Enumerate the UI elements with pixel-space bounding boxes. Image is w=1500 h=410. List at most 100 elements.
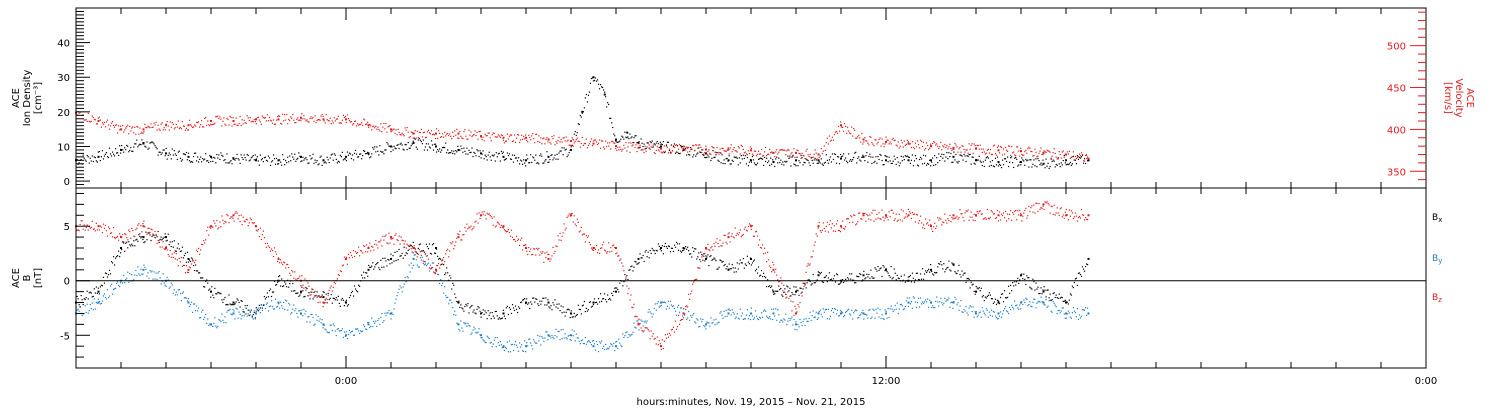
- velocity-sample: [1069, 157, 1071, 159]
- density-sample: [740, 155, 742, 157]
- velocity-sample: [362, 124, 364, 127]
- bx-sample: [769, 285, 771, 287]
- velocity-sample: [161, 122, 163, 124]
- velocity-sample: [579, 146, 581, 148]
- velocity-sample: [96, 123, 98, 125]
- by-sample: [443, 292, 445, 294]
- bx-sample: [865, 277, 867, 279]
- density-sample: [209, 154, 211, 157]
- by-sample: [738, 318, 740, 320]
- by-sample: [267, 310, 270, 312]
- density-sample: [841, 155, 844, 157]
- density-sample: [473, 151, 475, 154]
- velocity-sample: [642, 149, 644, 151]
- density-sample: [246, 153, 248, 156]
- velocity-sample: [355, 125, 358, 127]
- bx-sample: [788, 290, 790, 292]
- bx-sample: [440, 258, 442, 260]
- bz-sample: [519, 239, 522, 241]
- bx-sample: [412, 241, 414, 243]
- density-point: [367, 152, 370, 155]
- by-sample: [462, 330, 464, 332]
- velocity-sample: [306, 119, 308, 121]
- by-sample: [813, 316, 815, 319]
- bz-sample: [221, 215, 223, 217]
- density-sample: [565, 148, 567, 150]
- by-sample: [837, 315, 840, 317]
- velocity-sample: [1061, 151, 1063, 153]
- velocity-sample: [741, 145, 743, 147]
- bx-sample: [273, 280, 276, 282]
- bx-sample: [785, 293, 787, 295]
- by-sample: [730, 314, 732, 316]
- velocity-sample: [840, 126, 843, 128]
- by-point: [705, 323, 707, 326]
- bx-sample: [727, 268, 729, 270]
- by-sample: [570, 339, 572, 341]
- bx-sample: [723, 264, 725, 267]
- by-sample: [324, 328, 326, 330]
- velocity-sample: [860, 141, 862, 143]
- velocity-sample: [755, 155, 758, 157]
- by-sample: [201, 311, 203, 313]
- bx-sample: [743, 267, 745, 269]
- density-sample: [988, 165, 990, 167]
- bz-sample: [299, 275, 301, 277]
- density-sample: [338, 161, 340, 163]
- bx-sample: [1011, 290, 1013, 292]
- velocity-sample: [340, 122, 342, 124]
- by-sample: [930, 302, 932, 304]
- bx-sample: [528, 302, 530, 304]
- by-sample: [1007, 311, 1009, 313]
- velocity-sample: [687, 151, 689, 153]
- bx-sample: [740, 262, 742, 264]
- bz-sample: [321, 296, 323, 298]
- density-sample: [433, 143, 436, 145]
- bx-sample: [758, 275, 761, 277]
- bx-sample: [352, 295, 355, 297]
- bz-point: [840, 225, 842, 228]
- density-sample: [673, 143, 676, 145]
- density-sample: [871, 162, 873, 165]
- bx-sample: [137, 240, 139, 242]
- by-sample: [564, 333, 566, 335]
- bz-sample: [629, 299, 631, 301]
- bx-sample: [338, 302, 340, 304]
- bx-sample: [828, 272, 830, 274]
- bx-sample: [656, 250, 658, 252]
- bz-sample: [453, 248, 455, 250]
- bx-sample: [551, 309, 553, 311]
- density-sample: [886, 156, 888, 158]
- by-sample: [873, 309, 875, 312]
- bz-sample: [436, 265, 439, 267]
- bx-sample: [884, 269, 886, 272]
- density-sample: [420, 140, 422, 143]
- bz-sample: [648, 330, 650, 332]
- bz-sample: [174, 258, 176, 260]
- velocity-sample: [431, 133, 434, 136]
- by-sample: [841, 312, 844, 314]
- density-point: [615, 138, 617, 141]
- bx-sample: [123, 242, 125, 244]
- bz-sample: [255, 229, 257, 231]
- bx-point: [1065, 301, 1067, 304]
- bx-sample: [916, 272, 919, 274]
- by-sample: [333, 325, 335, 327]
- bz-sample: [278, 257, 280, 259]
- by-sample: [625, 332, 627, 334]
- velocity-sample: [885, 136, 887, 138]
- density-sample: [702, 154, 704, 156]
- density-sample: [932, 157, 934, 159]
- bz-sample: [665, 337, 667, 339]
- density-sample: [312, 153, 314, 155]
- by-sample: [391, 312, 393, 314]
- by-sample: [367, 321, 369, 324]
- density-sample: [461, 148, 463, 150]
- density-sample: [829, 156, 832, 158]
- density-sample: [558, 152, 560, 154]
- velocity-sample: [572, 145, 574, 147]
- velocity-point: [975, 147, 977, 150]
- bz-sample: [92, 228, 94, 230]
- bz-sample: [456, 237, 458, 239]
- bz-sample: [512, 239, 515, 241]
